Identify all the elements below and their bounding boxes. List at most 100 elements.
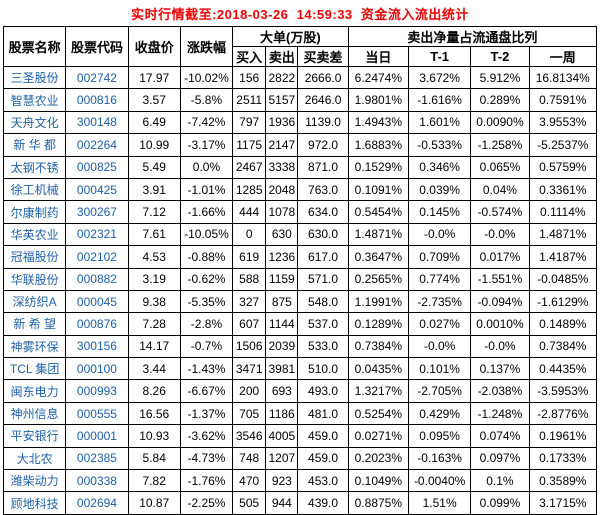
cell-buy: 3546: [232, 424, 267, 448]
cell-close: 3.91: [127, 177, 181, 202]
cell-close: 17.97: [127, 65, 181, 90]
table-row[interactable]: 尔康制药 300267 7.12 -1.66% 444 1078 634.0 0.5454% 0…: [2, 200, 598, 224]
cell-week: 0.1489%: [528, 312, 598, 336]
cell-name: 顾地科技: [2, 491, 67, 515]
cell-t1: 0.429%: [407, 401, 472, 426]
table-row[interactable]: TCL 集团 000100 3.44 -1.43% 3471 3981 510.0 0.043…: [2, 357, 598, 381]
cell-t2: 5.912%: [470, 65, 530, 90]
cell-t1: 1.51%: [407, 491, 472, 515]
cell-change: -1.76%: [179, 469, 234, 493]
cell-buy: 619: [232, 245, 267, 269]
cell-code: 000045: [65, 289, 129, 314]
cell-sell: 4005: [265, 424, 299, 448]
cell-week: -5.2537%: [528, 133, 598, 157]
cell-today: 0.3647%: [347, 245, 409, 269]
cell-close: 7.61: [127, 222, 181, 247]
cell-t1: 0.346%: [407, 155, 472, 179]
cell-close: 5.84: [127, 446, 181, 471]
table-row[interactable]: 深纺织A 000045 9.38 -5.35% 327 875 548.0 1.1991% -2…: [2, 289, 598, 314]
table-row[interactable]: 神雾环保 300156 14.17 -0.7% 1506 2039 533.0 0.7384%…: [2, 334, 598, 359]
cell-code: 002385: [65, 446, 129, 471]
cell-t1: -0.0040%: [407, 469, 472, 493]
cell-t2: -1.248%: [470, 401, 530, 426]
cell-week: -0.0485%: [528, 267, 598, 291]
cell-diff: 630.0: [297, 222, 349, 247]
cell-change: -5.35%: [179, 289, 234, 314]
cell-change: -10.05%: [179, 222, 234, 247]
cell-sell: 1236: [265, 245, 299, 269]
cell-change: -3.17%: [179, 133, 234, 157]
cell-today: 0.1091%: [347, 177, 409, 202]
cell-today: 6.2474%: [347, 65, 409, 90]
cell-close: 10.99: [127, 133, 181, 157]
col-header-today: 当日: [347, 46, 409, 67]
cell-name: 平安银行: [2, 424, 67, 448]
table-row[interactable]: 新 华 都 002264 10.99 -3.17% 1175 2147 972.0 1.688…: [2, 133, 598, 157]
cell-week: 3.9553%: [528, 110, 598, 135]
cell-today: 0.5254%: [347, 401, 409, 426]
cell-code: 002102: [65, 245, 129, 269]
table-row[interactable]: 大北农 002385 5.84 -4.73% 748 1207 459.0 0.2023% -0…: [2, 446, 598, 471]
table-row[interactable]: 智慧农业 000816 3.57 -5.8% 2511 5157 2646.0 1.9801%…: [2, 88, 598, 112]
col-group-big-orders: 大单(万股): [232, 26, 349, 47]
cell-diff: 548.0: [297, 289, 349, 314]
cell-diff: 972.0: [297, 133, 349, 157]
cell-code: 000816: [65, 88, 129, 112]
cell-buy: 1506: [232, 334, 267, 359]
table-row[interactable]: 潍柴动力 000338 7.82 -1.76% 470 923 453.0 0.1049% -0…: [2, 469, 598, 493]
table-row[interactable]: 闽东电力 000993 8.26 -6.67% 200 693 493.0 1.3217% -2…: [2, 379, 598, 403]
cell-week: 16.8134%: [528, 65, 598, 90]
table-row[interactable]: 神州信息 000555 16.56 -1.37% 705 1186 481.0 0.5254%…: [2, 401, 598, 426]
cell-t2: 0.0090%: [470, 110, 530, 135]
cell-sell: 1936: [265, 110, 299, 135]
cell-today: 1.1991%: [347, 289, 409, 314]
cell-t2: -0.0%: [470, 334, 530, 359]
cell-diff: 617.0: [297, 245, 349, 269]
cell-buy: 705: [232, 401, 267, 426]
cell-today: 0.1529%: [347, 155, 409, 179]
cell-buy: 797: [232, 110, 267, 135]
cell-close: 5.49: [127, 155, 181, 179]
cell-code: 002694: [65, 491, 129, 515]
table-row[interactable]: 新 希 望 000876 7.28 -2.8% 607 1144 537.0 0.1289% 0…: [2, 312, 598, 336]
cell-close: 7.82: [127, 469, 181, 493]
cell-change: -0.88%: [179, 245, 234, 269]
table-row[interactable]: 徐工机械 000425 3.91 -1.01% 1285 2048 763.0 0.1091%…: [2, 177, 598, 202]
cell-week: -3.5953%: [528, 379, 598, 403]
cell-change: -1.66%: [179, 200, 234, 224]
cell-t1: 0.039%: [407, 177, 472, 202]
table-row[interactable]: 平安银行 000001 10.93 -3.62% 3546 4005 459.0 0.0271…: [2, 424, 598, 448]
cell-sell: 3338: [265, 155, 299, 179]
cell-buy: 2511: [232, 88, 267, 112]
cell-buy: 505: [232, 491, 267, 515]
cell-name: 新 华 都: [2, 133, 67, 157]
cell-today: 1.4943%: [347, 110, 409, 135]
cell-code: 002264: [65, 133, 129, 157]
cell-today: 0.8875%: [347, 491, 409, 515]
col-header-change-pct: 涨跌幅: [179, 26, 234, 67]
cell-t2: 0.065%: [470, 155, 530, 179]
cell-today: 0.2023%: [347, 446, 409, 471]
cell-diff: 459.0: [297, 424, 349, 448]
cell-week: 0.7591%: [528, 88, 598, 112]
cell-t2: 0.137%: [470, 357, 530, 381]
cell-today: 0.2565%: [347, 267, 409, 291]
table-row[interactable]: 天舟文化 300148 6.49 -7.42% 797 1936 1139.0 1.4943%…: [2, 110, 598, 135]
cell-name: 冠福股份: [2, 245, 67, 269]
table-row[interactable]: 顾地科技 002694 10.87 -2.25% 505 944 439.0 0.8875% 1…: [2, 491, 598, 515]
cell-today: 0.0435%: [347, 357, 409, 381]
cell-buy: 1175: [232, 133, 267, 157]
table-row[interactable]: 冠福股份 002102 4.53 -0.88% 619 1236 617.0 0.3647% 0…: [2, 245, 598, 269]
table-row[interactable]: 华英农业 002321 7.61 -10.05% 0 630 630.0 1.4871% -0.…: [2, 222, 598, 247]
table-row[interactable]: 华联股份 000882 3.19 -0.62% 588 1159 571.0 0.2565% 0…: [2, 267, 598, 291]
cell-sell: 2822: [265, 65, 299, 90]
col-header-buy-sell-diff: 买卖差: [297, 46, 349, 67]
header-row-1: 股票名称 股票代码 收盘价 涨跌幅 大单(万股) 卖出净量占流通盘比列: [2, 26, 598, 67]
table-row[interactable]: 三圣股份 002742 17.97 -10.02% 156 2822 2666.0 6.247…: [2, 65, 598, 90]
cell-change: -10.02%: [179, 65, 234, 90]
cell-t1: 0.027%: [407, 312, 472, 336]
cell-today: 1.4871%: [347, 222, 409, 247]
cell-week: -1.6129%: [528, 289, 598, 314]
table-row[interactable]: 太钢不锈 000825 5.49 0.0% 2467 3338 871.0 0.1529% 0.…: [2, 155, 598, 179]
cell-week: 0.1733%: [528, 446, 598, 471]
